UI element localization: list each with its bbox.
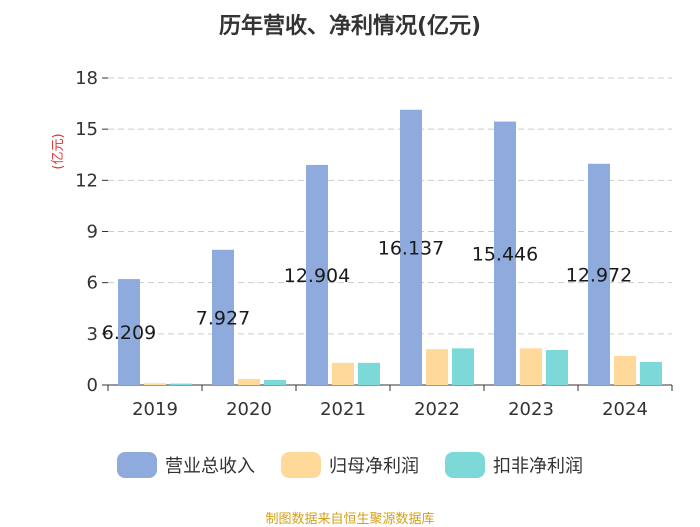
- bar-net-profit[interactable]: [144, 383, 166, 385]
- bar-revenue[interactable]: [588, 163, 610, 385]
- legend-label-net-profit: 归母净利润: [329, 456, 419, 477]
- y-tick-label: 18: [75, 68, 98, 89]
- data-label-revenue: 16.137: [378, 237, 444, 259]
- bar-net-profit[interactable]: [426, 349, 448, 385]
- y-tick-label: 9: [87, 222, 98, 243]
- bar-net-profit[interactable]: [332, 362, 354, 385]
- data-label-revenue: 15.446: [472, 243, 538, 265]
- y-tick-label: 12: [75, 170, 98, 191]
- x-tick-label: 2020: [226, 399, 272, 420]
- bar-deducted-profit[interactable]: [640, 361, 662, 385]
- legend-swatch-deducted-profit: [445, 452, 485, 478]
- x-tick-label: 2021: [320, 399, 366, 420]
- y-tick-label: 15: [75, 119, 98, 140]
- chart-title: 历年营收、净利情况(亿元): [218, 14, 482, 39]
- legend-label-deducted-profit: 扣非净利润: [493, 456, 583, 477]
- bar-revenue[interactable]: [400, 109, 422, 385]
- legend-swatch-net-profit: [281, 452, 321, 478]
- x-tick-label: 2023: [508, 399, 554, 420]
- data-label-revenue: 7.927: [196, 307, 250, 329]
- bar-revenue[interactable]: [306, 164, 328, 385]
- y-tick-label: 3: [87, 324, 98, 345]
- legend-item-revenue[interactable]: 营业总收入: [117, 452, 255, 478]
- data-label-revenue: 6.209: [102, 322, 156, 344]
- bar-net-profit[interactable]: [614, 356, 636, 385]
- legend-item-net-profit[interactable]: 归母净利润: [281, 452, 419, 478]
- x-tick-label: 2022: [414, 399, 460, 420]
- bar-deducted-profit[interactable]: [358, 362, 380, 385]
- y-axis-label: (亿元): [51, 133, 66, 169]
- bar-revenue[interactable]: [212, 249, 234, 385]
- bar-net-profit[interactable]: [520, 348, 542, 385]
- bar-revenue[interactable]: [494, 121, 516, 386]
- x-tick-label: 2024: [602, 399, 648, 420]
- data-label-revenue: 12.972: [566, 264, 632, 286]
- y-tick-label: 0: [87, 375, 98, 396]
- bar-revenue[interactable]: [118, 279, 140, 385]
- bar-deducted-profit[interactable]: [264, 379, 286, 385]
- y-tick-label: 6: [87, 273, 98, 294]
- data-label-revenue: 12.904: [284, 265, 350, 287]
- legend: 营业总收入 归母净利润 扣非净利润: [0, 452, 700, 478]
- bar-net-profit[interactable]: [238, 379, 260, 385]
- legend-label-revenue: 营业总收入: [165, 456, 255, 477]
- bar-deducted-profit[interactable]: [170, 383, 192, 385]
- legend-item-deducted-profit[interactable]: 扣非净利润: [445, 452, 583, 478]
- bar-deducted-profit[interactable]: [452, 348, 474, 385]
- bar-deducted-profit[interactable]: [546, 350, 568, 385]
- x-tick-label: 2019: [132, 399, 178, 420]
- source-note: 制图数据来自恒生聚源数据库: [265, 512, 435, 527]
- legend-swatch-revenue: [117, 452, 157, 478]
